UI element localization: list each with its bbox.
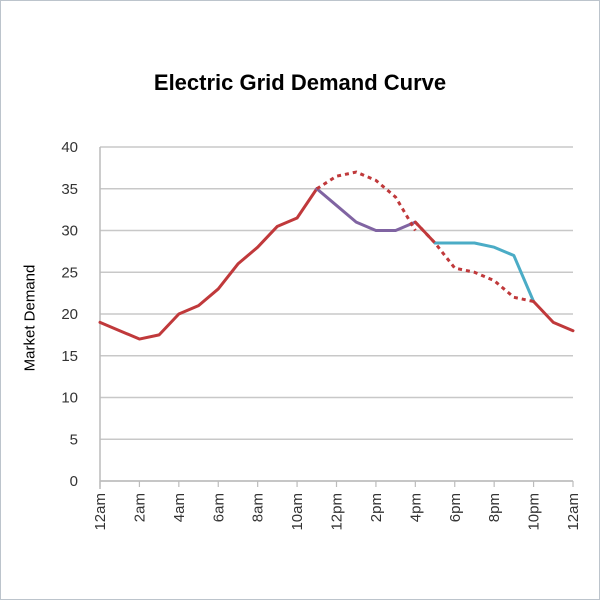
y-tick-label: 5 xyxy=(70,431,78,448)
x-tick-label: 4am xyxy=(171,493,188,522)
x-tick-label: 4pm xyxy=(407,493,424,522)
x-tick-label: 6pm xyxy=(447,493,464,522)
y-tick-label: 25 xyxy=(61,264,78,281)
series-line-6 xyxy=(315,170,417,232)
x-tick-label: 6am xyxy=(210,493,227,522)
x-tick-labels: 12am 2am 4am 6am 8am 10am 12pm 2pm 4pm 6pm 8pm 10pm… xyxy=(92,493,582,531)
x-tick-label: 10pm xyxy=(526,493,543,531)
y-tick-label: 20 xyxy=(61,306,78,323)
y-tick-label: 10 xyxy=(61,390,78,407)
x-tick-label: 12am xyxy=(565,493,582,531)
series-line-5 xyxy=(532,299,575,333)
x-tick-label: 8am xyxy=(250,493,267,522)
y-tick-label: 30 xyxy=(61,223,78,240)
series-line-7 xyxy=(414,221,534,303)
x-tick-label: 2pm xyxy=(368,493,385,522)
series-line-1 xyxy=(98,187,319,341)
y-tick-label: 35 xyxy=(61,181,78,198)
x-tick-label: 8pm xyxy=(486,493,503,522)
y-tick-labels: 0 5 10 15 20 25 30 35 40 xyxy=(61,139,78,490)
x-tick-label: 12pm xyxy=(329,493,346,531)
x-tick-label: 10am xyxy=(289,493,306,531)
grid-lines xyxy=(100,146,573,482)
series-lines xyxy=(98,170,575,341)
y-tick-label: 40 xyxy=(61,139,78,156)
y-tick-label: 15 xyxy=(61,348,78,365)
y-tick-label: 0 xyxy=(70,473,78,490)
axes xyxy=(99,147,574,489)
series-line-3 xyxy=(413,220,437,245)
series-line-4 xyxy=(433,241,536,303)
x-tick-label: 2am xyxy=(131,493,148,522)
chart-title: Electric Grid Demand Curve xyxy=(153,70,447,95)
series-line-2 xyxy=(315,187,417,232)
x-tick-label: 12am xyxy=(92,493,109,531)
